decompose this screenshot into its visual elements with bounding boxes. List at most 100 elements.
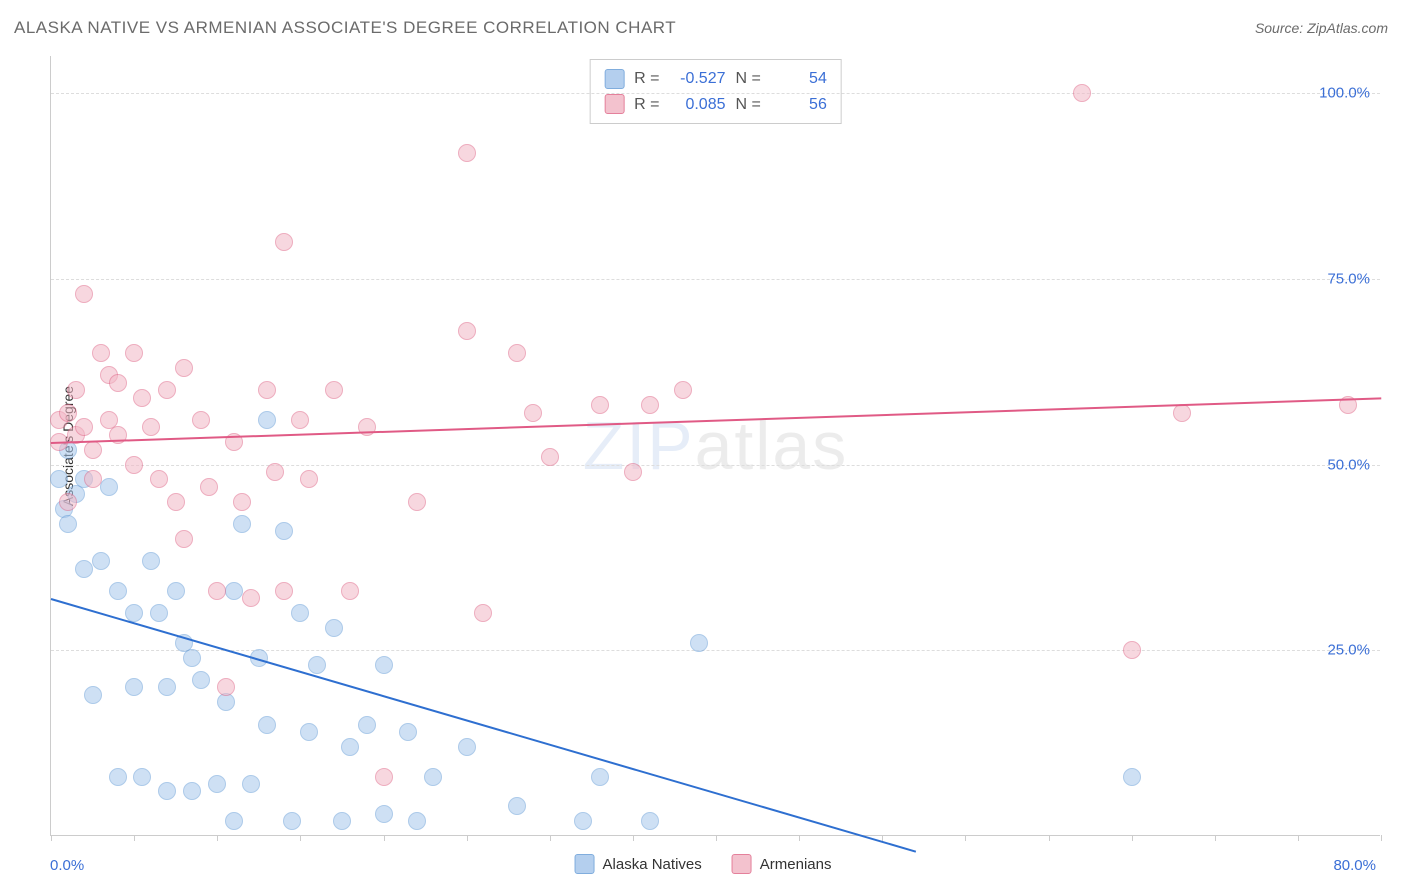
data-point xyxy=(300,723,318,741)
data-point xyxy=(109,582,127,600)
series-legend: Alaska Natives Armenians xyxy=(575,854,832,874)
data-point xyxy=(1123,768,1141,786)
data-point xyxy=(641,812,659,830)
x-tick xyxy=(550,835,551,841)
x-tick xyxy=(51,835,52,841)
legend-item-series2: Armenians xyxy=(732,854,832,874)
data-point xyxy=(192,671,210,689)
data-point xyxy=(84,470,102,488)
data-point xyxy=(225,812,243,830)
data-point xyxy=(258,381,276,399)
data-point xyxy=(242,775,260,793)
n-label: N = xyxy=(736,92,761,118)
data-point xyxy=(167,582,185,600)
data-point xyxy=(200,478,218,496)
data-point xyxy=(408,812,426,830)
n-value-series1: 54 xyxy=(771,66,827,92)
y-tick-label: 50.0% xyxy=(1327,456,1370,473)
data-point xyxy=(67,381,85,399)
data-point xyxy=(574,812,592,830)
data-point xyxy=(341,738,359,756)
data-point xyxy=(125,344,143,362)
data-point xyxy=(458,322,476,340)
data-point xyxy=(158,782,176,800)
swatch-icon xyxy=(604,69,624,89)
x-tick xyxy=(1049,835,1050,841)
x-axis-min-label: 0.0% xyxy=(50,857,84,874)
data-point xyxy=(266,463,284,481)
data-point xyxy=(1123,641,1141,659)
data-point xyxy=(133,389,151,407)
data-point xyxy=(75,418,93,436)
data-point xyxy=(325,619,343,637)
data-point xyxy=(125,678,143,696)
data-point xyxy=(325,381,343,399)
data-point xyxy=(59,493,77,511)
data-point xyxy=(275,522,293,540)
data-point xyxy=(158,381,176,399)
data-point xyxy=(591,396,609,414)
data-point xyxy=(524,404,542,422)
x-tick xyxy=(300,835,301,841)
data-point xyxy=(283,812,301,830)
data-point xyxy=(167,493,185,511)
data-point xyxy=(624,463,642,481)
stats-row-series2: R = 0.085 N = 56 xyxy=(604,92,827,118)
data-point xyxy=(84,441,102,459)
gridline xyxy=(51,93,1380,94)
x-tick xyxy=(1381,835,1382,841)
data-point xyxy=(175,359,193,377)
x-axis-max-label: 80.0% xyxy=(1333,857,1376,874)
data-point xyxy=(150,604,168,622)
gridline xyxy=(51,465,1380,466)
data-point xyxy=(150,470,168,488)
data-point xyxy=(358,418,376,436)
source-attribution: Source: ZipAtlas.com xyxy=(1255,20,1388,36)
data-point xyxy=(109,374,127,392)
data-point xyxy=(458,738,476,756)
data-point xyxy=(508,797,526,815)
n-value-series2: 56 xyxy=(771,92,827,118)
data-point xyxy=(75,285,93,303)
data-point xyxy=(674,381,692,399)
data-point xyxy=(375,805,393,823)
x-tick xyxy=(965,835,966,841)
x-tick xyxy=(799,835,800,841)
data-point xyxy=(208,775,226,793)
data-point xyxy=(375,656,393,674)
y-tick-label: 25.0% xyxy=(1327,642,1370,659)
data-point xyxy=(84,686,102,704)
data-point xyxy=(333,812,351,830)
data-point xyxy=(341,582,359,600)
data-point xyxy=(458,144,476,162)
data-point xyxy=(109,768,127,786)
data-point xyxy=(133,768,151,786)
swatch-icon xyxy=(732,854,752,874)
data-point xyxy=(217,678,235,696)
data-point xyxy=(100,478,118,496)
x-tick xyxy=(134,835,135,841)
gridline xyxy=(51,279,1380,280)
data-point xyxy=(275,233,293,251)
stats-row-series1: R = -0.527 N = 54 xyxy=(604,66,827,92)
data-point xyxy=(474,604,492,622)
data-point xyxy=(258,716,276,734)
data-point xyxy=(399,723,417,741)
data-point xyxy=(242,589,260,607)
x-tick xyxy=(633,835,634,841)
data-point xyxy=(192,411,210,429)
x-tick xyxy=(217,835,218,841)
x-tick xyxy=(1298,835,1299,841)
data-point xyxy=(208,582,226,600)
data-point xyxy=(158,678,176,696)
r-value-series1: -0.527 xyxy=(670,66,726,92)
chart-title: ALASKA NATIVE VS ARMENIAN ASSOCIATE'S DE… xyxy=(14,18,676,38)
correlation-chart: ALASKA NATIVE VS ARMENIAN ASSOCIATE'S DE… xyxy=(0,0,1406,892)
data-point xyxy=(641,396,659,414)
data-point xyxy=(508,344,526,362)
data-point xyxy=(541,448,559,466)
data-point xyxy=(258,411,276,429)
data-point xyxy=(175,530,193,548)
data-point xyxy=(59,404,77,422)
x-tick xyxy=(716,835,717,841)
